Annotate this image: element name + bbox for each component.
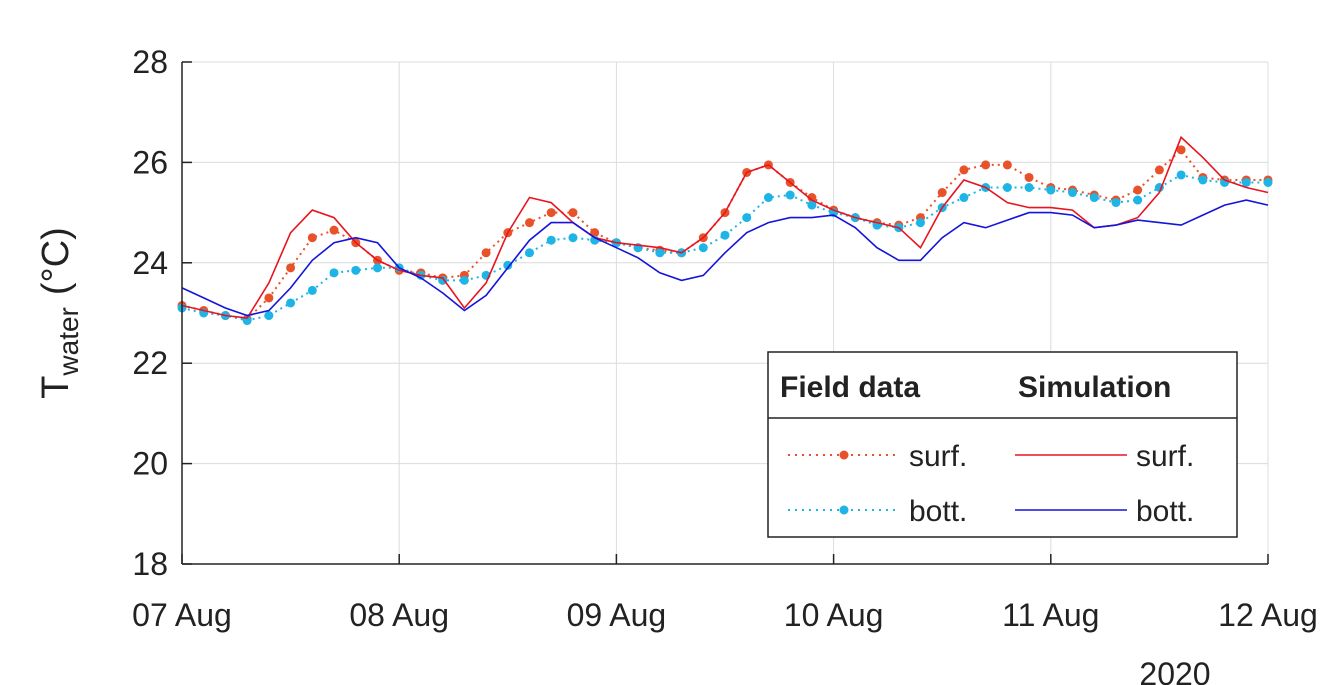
data-point [329,268,339,278]
series-line [181,173,1268,322]
data-point [503,260,513,270]
data-point [264,311,274,321]
x-tick-label: 10 Aug [784,597,884,633]
data-point [937,188,947,198]
series-line [181,135,1269,319]
data-point [1263,177,1273,187]
data-point [959,165,969,175]
data-point [351,265,361,275]
y-tick-label: 22 [132,345,168,381]
y-tick-label: 26 [132,144,168,180]
data-point [1024,183,1034,192]
legend-label: bott. [1136,495,1194,528]
legend-header: Field data [780,371,920,404]
data-point [546,208,556,218]
data-point [1111,198,1121,208]
legend-header: Simulation [1018,371,1171,404]
data-point [481,248,491,258]
data-point [959,193,969,203]
data-point [1133,195,1143,205]
x-tick-label: 11 Aug [1002,597,1099,633]
legend-swatch-marker [839,505,849,515]
x-tick-label: 12 Aug [1218,597,1318,633]
data-point [1198,175,1208,185]
y-label-unit: (°C) [35,227,77,295]
y-label-sub: water [53,307,84,376]
data-point [568,208,578,218]
data-point [785,190,795,200]
data-point [307,285,317,295]
legend-swatch-marker [839,450,849,460]
data-point [568,233,578,243]
data-point [546,235,556,245]
data-point [1089,193,1099,203]
data-point [286,298,296,308]
x-tick-label: 08 Aug [349,597,449,633]
data-point [763,193,773,203]
data-point [372,263,382,273]
y-label-main: T [35,376,77,399]
data-point [698,243,708,253]
data-point [807,193,817,203]
data-point [915,218,925,228]
y-tick-label: 28 [132,44,168,80]
y-axis-label: Twater (°C) [35,227,84,399]
y-tick-label: 24 [132,245,168,281]
legend-label: surf. [909,440,967,473]
legend-label: surf. [1136,440,1194,473]
data-point [264,293,274,303]
y-tick-label: 18 [132,546,168,582]
data-point [1241,177,1251,187]
y-tick-label: 20 [132,446,168,482]
data-point [742,213,752,223]
data-point [590,228,600,238]
x-tick-label: 09 Aug [567,597,667,633]
data-point [329,225,339,235]
data-point [525,218,535,228]
data-point [1133,185,1143,195]
data-point [286,263,296,273]
data-point [1176,170,1186,180]
data-point [1068,188,1078,198]
data-point [981,160,991,170]
data-point [720,230,730,240]
data-point [655,248,665,258]
data-point [1002,183,1012,192]
legend-label: bott. [909,495,967,528]
data-point [1002,160,1012,170]
data-point [307,233,317,243]
data-point [459,275,469,285]
data-point [1024,172,1034,182]
data-point [525,248,535,258]
x-annotation: 2020 [1139,656,1210,685]
data-point [1176,145,1186,155]
x-tick-label: 07 Aug [132,597,232,633]
data-point [1154,165,1164,175]
data-point [807,200,817,210]
data-point [1046,185,1056,195]
series-line [181,199,1269,317]
